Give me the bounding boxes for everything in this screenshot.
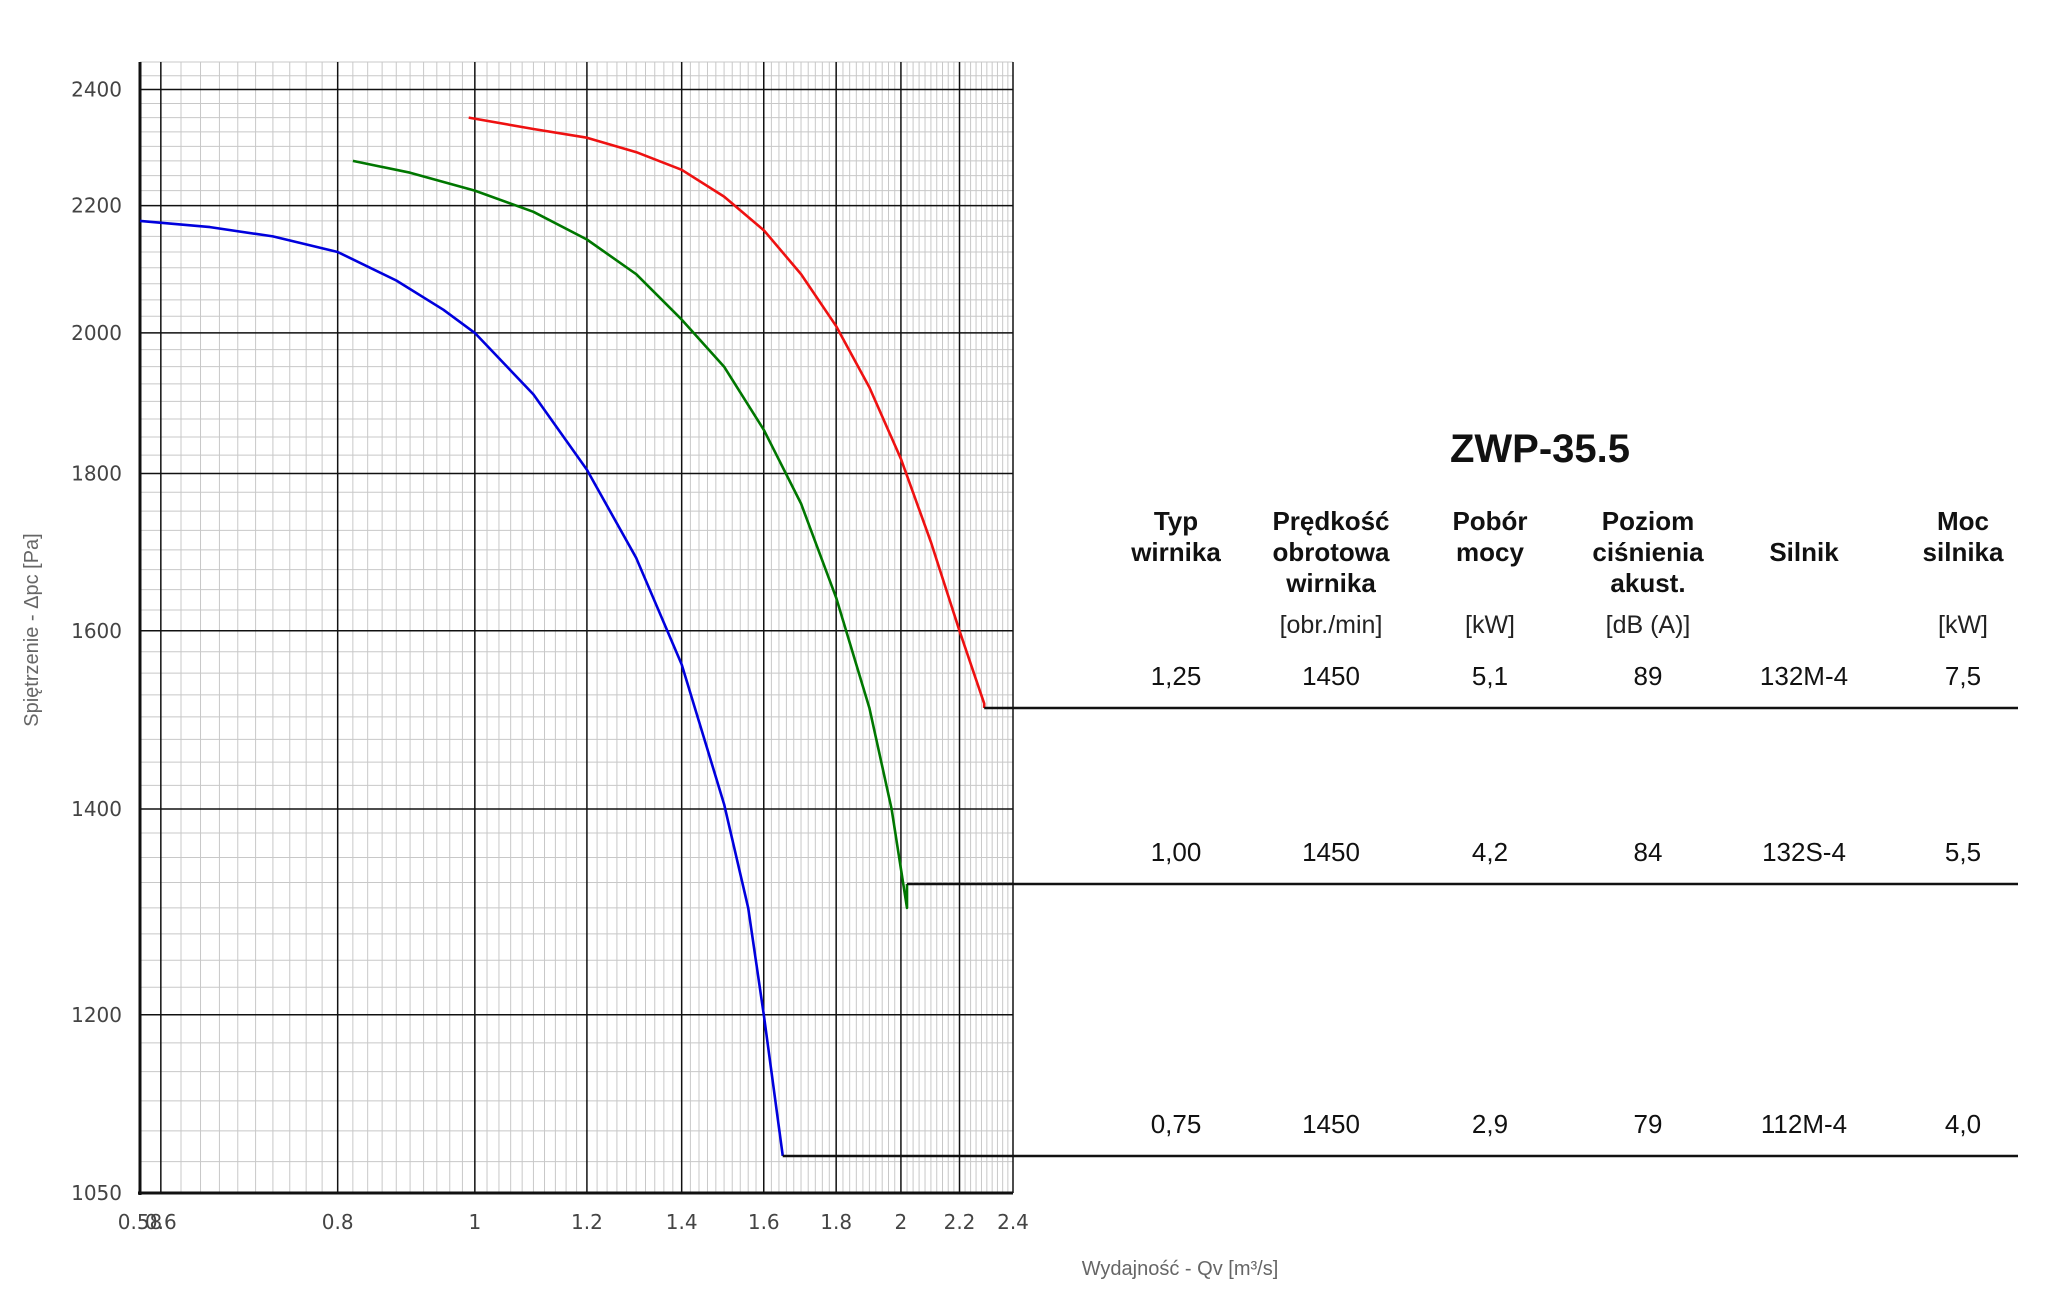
table-cell: 5,5	[1945, 837, 1981, 867]
y-tick-label: 2000	[71, 321, 122, 345]
x-tick-label: 1.4	[666, 1210, 698, 1234]
y-tick-label: 1800	[71, 462, 122, 486]
curve-leader-lines	[782, 706, 2018, 1158]
table-cell: 1450	[1302, 1109, 1360, 1139]
y-tick-label: 1600	[71, 619, 122, 643]
table-cell: 84	[1634, 837, 1663, 867]
column-header-text: akust.	[1610, 568, 1685, 598]
table-cell: 7,5	[1945, 661, 1981, 691]
chart-minor-grid	[140, 61, 1014, 1194]
table-cell: 1450	[1302, 661, 1360, 691]
column-header-text: Silnik	[1769, 537, 1839, 567]
y-tick-label: 2400	[71, 78, 122, 102]
column-header-text: Moc	[1937, 506, 1989, 536]
x-tick-label: 0.58	[118, 1210, 163, 1234]
x-tick-label: 2	[895, 1210, 908, 1234]
column-header-text: mocy	[1456, 537, 1524, 567]
table-cell: 79	[1634, 1109, 1663, 1139]
x-axis-title: Wydajność - Qv [m³/s]	[1082, 1258, 1279, 1280]
y-tick-label: 1050	[71, 1181, 122, 1205]
y-tick-label: 1400	[71, 797, 122, 821]
x-tick-label: 0.8	[322, 1210, 354, 1234]
y-tick-label: 2200	[71, 194, 122, 218]
table-cell: 5,1	[1472, 661, 1508, 691]
performance-table: ZWP-35.5 TypwirnikaPrędkośćobrotowawirni…	[1130, 427, 2004, 1139]
column-header-text: silnika	[1923, 537, 2004, 567]
table-cell: 1450	[1302, 837, 1360, 867]
performance-curve	[139, 219, 785, 1157]
x-tick-label: 1	[468, 1210, 481, 1234]
column-header-text: Pobór	[1452, 506, 1527, 536]
x-tick-label: 2.2	[944, 1210, 976, 1234]
column-header-text: Poziom	[1602, 506, 1694, 536]
column-header-text: wirnika	[1285, 568, 1376, 598]
y-axis-title: Spiętrzenie - Δpc [Pa]	[21, 533, 43, 726]
column-unit: [kW]	[1465, 611, 1515, 639]
table-cell: 89	[1634, 661, 1663, 691]
column-unit: [kW]	[1938, 611, 1988, 639]
table-cell: 1,00	[1151, 837, 1202, 867]
column-header-text: ciśnienia	[1592, 537, 1704, 567]
table-cell: 132S-4	[1762, 837, 1846, 867]
x-tick-label: 1.6	[748, 1210, 780, 1234]
column-header-text: Typ	[1154, 506, 1198, 536]
table-cell: 1,25	[1151, 661, 1202, 691]
table-cell: 4,2	[1472, 837, 1508, 867]
x-tick-label: 1.8	[820, 1210, 852, 1234]
table-cell: 112M-4	[1761, 1109, 1847, 1139]
x-axis-ticks: 0.580.6 0.8 1 1.2 1.4 1.6 1.8 2 2.2 2.4	[118, 1210, 1029, 1234]
column-header-text: Prędkość	[1272, 506, 1389, 536]
table-cell: 132M-4	[1760, 661, 1848, 691]
x-tick-label: 0.6	[145, 1210, 177, 1234]
table-cell: 0,75	[1151, 1109, 1202, 1139]
table-header: TypwirnikaPrędkośćobrotowawirnika[obr./m…	[1130, 506, 2004, 639]
table-cell: 2,9	[1472, 1109, 1508, 1139]
table-title: ZWP-35.5	[1450, 427, 1630, 471]
column-header-text: wirnika	[1130, 537, 1221, 567]
performance-curve	[352, 159, 909, 910]
column-unit: [dB (A)]	[1606, 611, 1691, 639]
chart-axes	[138, 62, 1013, 1195]
y-axis-ticks: 1050 1200 1400 1600 1800 2000 2200 2400	[71, 78, 122, 1205]
column-header-text: obrotowa	[1273, 537, 1391, 567]
x-tick-label: 1.2	[571, 1210, 603, 1234]
y-tick-label: 1200	[71, 1003, 122, 1027]
table-body: 1,25 1450 5,1 89 132M-4 7,5 1,00 1450 4,2 84 132S-…	[1151, 661, 1981, 1139]
chart-series	[139, 116, 986, 1157]
column-unit: [obr./min]	[1280, 611, 1383, 639]
x-tick-label: 2.4	[997, 1210, 1029, 1234]
table-cell: 4,0	[1945, 1109, 1981, 1139]
performance-curve	[468, 116, 986, 708]
